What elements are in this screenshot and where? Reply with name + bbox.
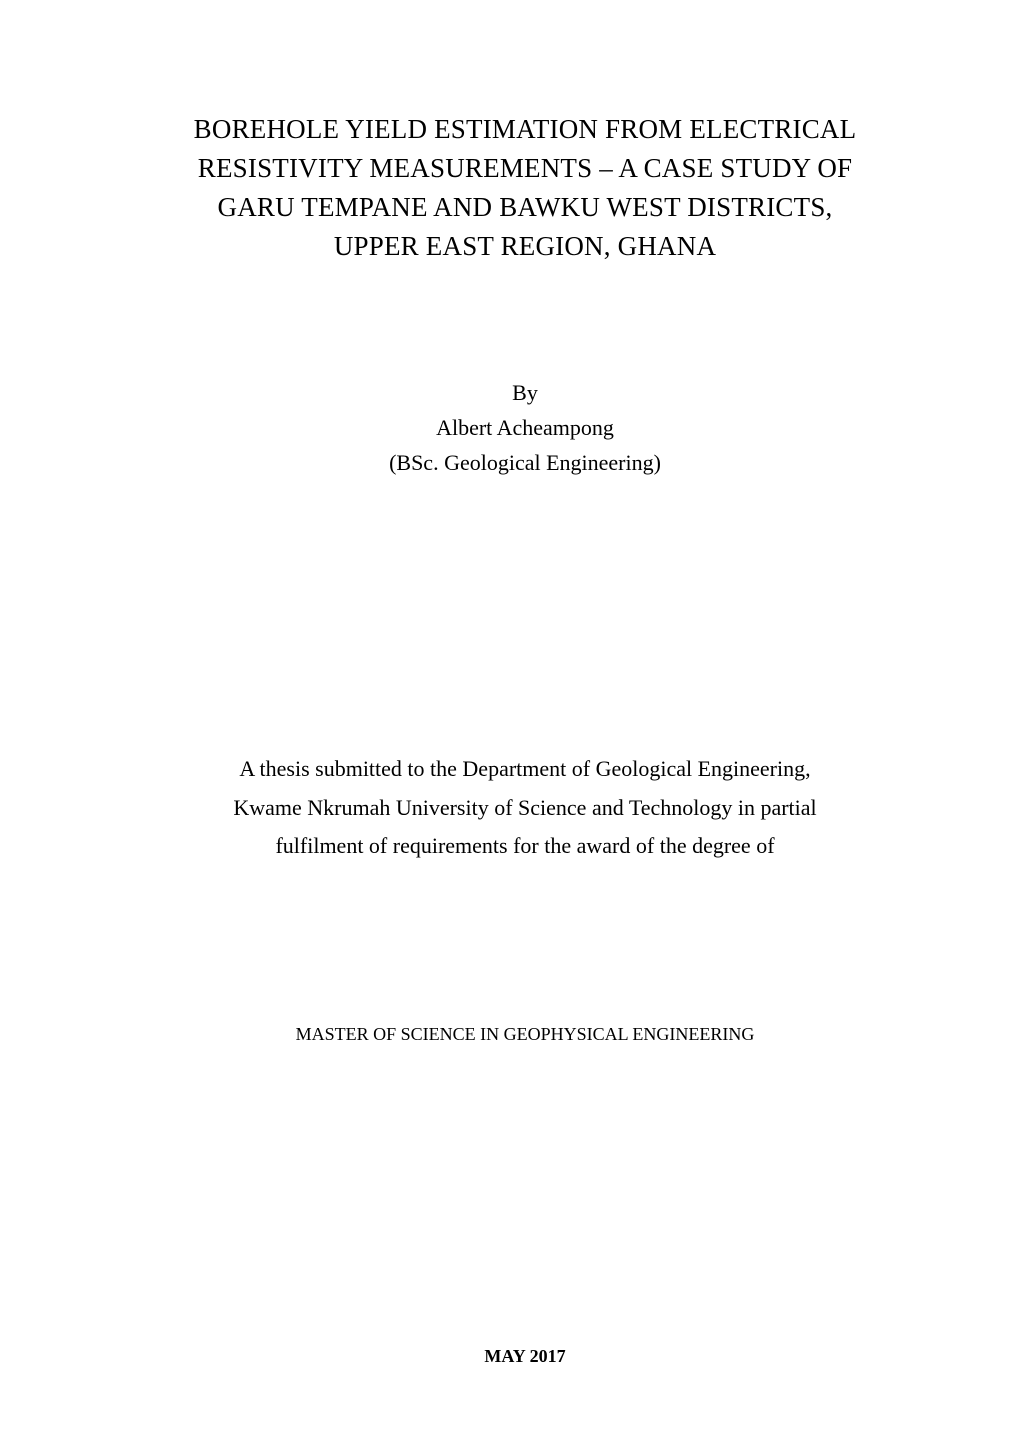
title-line-1: BOREHOLE YIELD ESTIMATION FROM ELECTRICA…: [145, 110, 905, 149]
submission-line-2: Kwame Nkrumah University of Science and …: [145, 789, 905, 828]
thesis-title-page: BOREHOLE YIELD ESTIMATION FROM ELECTRICA…: [0, 0, 1020, 1441]
submission-line-3: fulfilment of requirements for the award…: [145, 827, 905, 866]
title-line-4: UPPER EAST REGION, GHANA: [145, 227, 905, 266]
degree-name: MASTER OF SCIENCE IN GEOPHYSICAL ENGINEE…: [145, 1021, 905, 1048]
author-qualification: (BSc. Geological Engineering): [145, 445, 905, 480]
submission-line-1: A thesis submitted to the Department of …: [145, 750, 905, 789]
by-label: By: [145, 375, 905, 410]
thesis-date: MAY 2017: [145, 1343, 905, 1370]
title-line-2: RESISTIVITY MEASUREMENTS – A CASE STUDY …: [145, 149, 905, 188]
byline-block: By Albert Acheampong (BSc. Geological En…: [145, 375, 905, 481]
thesis-title: BOREHOLE YIELD ESTIMATION FROM ELECTRICA…: [145, 110, 905, 267]
title-line-3: GARU TEMPANE AND BAWKU WEST DISTRICTS,: [145, 188, 905, 227]
author-name: Albert Acheampong: [145, 410, 905, 445]
submission-statement: A thesis submitted to the Department of …: [145, 750, 905, 866]
